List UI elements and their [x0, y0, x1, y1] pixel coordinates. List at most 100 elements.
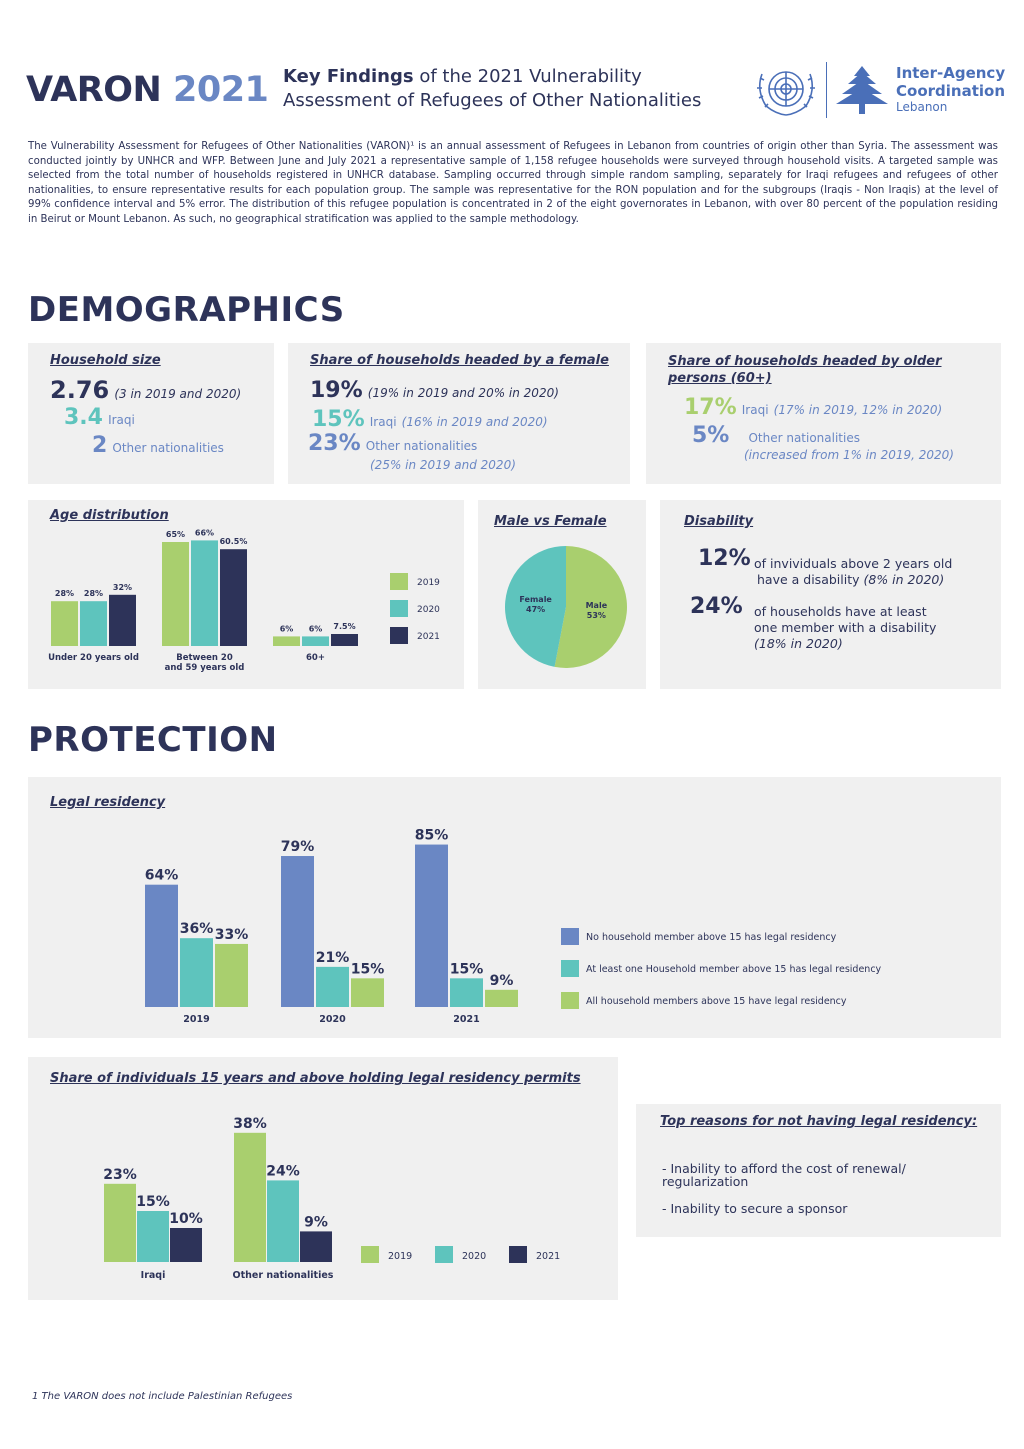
disability-households-value: 24% — [690, 594, 743, 619]
legend-label-age-1: 2020 — [417, 605, 440, 615]
female-headed-title: Share of households headed by a female — [310, 353, 609, 368]
bar-individuals-0-1 — [137, 1211, 169, 1262]
top-reasons-panel: Top reasons for not having legal residen… — [636, 1104, 1001, 1237]
household-size-panel: Household size 2.76 (3 in 2019 and 2020)… — [28, 343, 274, 484]
legend-swatch-legal-0 — [561, 928, 579, 945]
female-headed-other: 23% — [308, 431, 361, 456]
household-size-total-note: (3 in 2019 and 2020) — [114, 387, 242, 401]
data-label-age-0-2: 32% — [113, 583, 132, 592]
female-headed-total-note: (19% in 2019 and 20% in 2020) — [367, 386, 559, 400]
older-headed-other-note: (increased from 1% in 2019, 2020) — [744, 448, 954, 462]
data-label-individuals-0-0: 23% — [103, 1167, 137, 1183]
share-individuals-title: Share of individuals 15 years and above … — [50, 1071, 581, 1086]
legend-swatch-legal-1 — [561, 960, 579, 977]
female-headed-iraqi-label: Iraqi — [369, 415, 397, 429]
legend-label-legal-1: At least one Household member above 15 h… — [586, 964, 882, 975]
female-headed-total: 19% — [310, 378, 363, 403]
bar-legal-0-1 — [180, 938, 213, 1007]
household-size-title: Household size — [50, 353, 161, 368]
bar-legal-1-0 — [281, 856, 314, 1007]
cedar-icon — [834, 64, 890, 116]
bar-age-2-0 — [273, 636, 300, 646]
disability-households-note: (18% in 2020) — [754, 636, 843, 651]
disability-panel: Disability 12% of invividuals above 2 ye… — [660, 500, 1001, 689]
household-size-iraqi: 3.4 — [64, 405, 103, 430]
category-label-individuals-0: Iraqi — [141, 1270, 166, 1281]
household-size-total: 2.76 — [50, 376, 110, 404]
legend-swatch-age-0 — [390, 573, 408, 590]
footnote: 1 The VARON does not include Palestinian… — [32, 1391, 293, 1402]
older-headed-iraqi-note: (17% in 2019, 12% in 2020) — [773, 403, 943, 417]
header-divider — [826, 62, 827, 118]
legend-swatch-ind-0 — [361, 1246, 379, 1263]
age-distribution-title: Age distribution — [50, 508, 169, 523]
share-individuals-panel: Share of individuals 15 years and above … — [28, 1057, 618, 1300]
pie-slice-male — [554, 546, 627, 668]
legend-label-legal-2: All household members above 15 have lega… — [586, 996, 847, 1007]
brand-title: VARON 2021 — [26, 70, 269, 110]
legend-swatch-age-1 — [390, 600, 408, 617]
bar-age-0-1 — [80, 601, 107, 646]
data-label-age-0-0: 28% — [55, 589, 74, 598]
bar-individuals-1-1 — [267, 1180, 299, 1262]
female-headed-other-label: Other nationalities — [365, 439, 478, 453]
bar-individuals-1-0 — [234, 1132, 266, 1262]
category-label-legal-0: 2019 — [183, 1014, 209, 1025]
female-headed-panel: Share of households headed by a female 1… — [288, 343, 630, 484]
data-label-age-2-0: 6% — [280, 624, 294, 633]
older-headed-title-1: Share of households headed by older — [668, 354, 942, 369]
section-title-demographics: DEMOGRAPHICS — [28, 290, 345, 330]
bar-individuals-1-2 — [300, 1231, 332, 1262]
bar-legal-1-2 — [351, 978, 384, 1007]
legend-swatch-ind-2 — [509, 1246, 527, 1263]
data-label-individuals-0-1: 15% — [136, 1194, 170, 1210]
bar-age-1-2 — [220, 549, 247, 646]
intro-paragraph: The Vulnerability Assessment for Refugee… — [28, 141, 998, 225]
male-female-panel: Male vs Female Male 53% Female 47% — [478, 500, 646, 689]
bar-age-2-1 — [302, 636, 329, 646]
data-label-legal-1-2: 15% — [351, 961, 385, 977]
age-distribution-panel: Age distribution 28% 28% 32% Under 20 years… — [28, 500, 464, 689]
pie-slice-female — [505, 546, 566, 667]
legend-swatch-legal-2 — [561, 992, 579, 1009]
male-female-title: Male vs Female — [494, 514, 607, 529]
data-label-age-1-0: 65% — [166, 530, 185, 539]
iac-line3: Lebanon — [896, 100, 948, 114]
pie-value-female: 47% — [526, 605, 545, 614]
bar-individuals-0-0 — [104, 1183, 136, 1262]
header-title-line1: of the 2021 Vulnerability — [413, 66, 642, 87]
bar-legal-0-2 — [215, 943, 248, 1007]
legal-residency-panel: Legal residency 64% 36% 33% 2019 79% 21% 15% 20… — [28, 777, 1001, 1038]
disability-households-text2: one member with a disability — [754, 620, 937, 635]
bar-legal-2-2 — [485, 989, 518, 1007]
data-label-legal-0-2: 33% — [215, 927, 249, 943]
bar-legal-2-0 — [415, 844, 448, 1007]
legend-swatch-age-2 — [390, 627, 408, 644]
legend-label-legal-0: No household member above 15 has legal r… — [586, 932, 837, 943]
section-title-protection: PROTECTION — [28, 720, 278, 760]
top-reasons-item-1: - Inability to afford the cost of renewa… — [662, 1161, 906, 1189]
bar-legal-2-1 — [450, 978, 483, 1007]
household-size-other: 2 — [92, 433, 108, 458]
female-headed-iraqi: 15% — [312, 407, 365, 432]
legend-label-ind-2: 2021 — [536, 1251, 560, 1262]
bar-age-0-2 — [109, 594, 136, 646]
brand-varon: VARON — [26, 70, 162, 110]
age-distribution-chart: 28% 28% 32% Under 20 years old 65% 66% 60.5% Be… — [48, 528, 440, 673]
disability-individuals-value: 12% — [698, 546, 751, 571]
disability-households-text1: of households have at least — [754, 604, 927, 619]
iac-logo-text: Inter-Agency Coordination Lebanon — [896, 64, 1005, 114]
iac-line2: Coordination — [896, 82, 1005, 100]
legend-label-ind-1: 2020 — [462, 1251, 486, 1262]
header-subtitle: Key Findings of the 2021 Vulnerability A… — [283, 65, 701, 113]
category-label-age-2: 60+ — [306, 653, 325, 663]
legal-residency-chart: 64%36% 33%201979%21%15%202085%15%9%2021No… — [145, 828, 882, 1025]
header-key-findings: Key Findings — [283, 66, 414, 87]
older-headed-iraqi-label: Iraqi — [741, 403, 769, 417]
disability-title: Disability — [684, 514, 754, 529]
bar-age-0-0 — [51, 601, 78, 646]
data-label-individuals-1-1: 24% — [266, 1163, 300, 1179]
share-individuals-chart: 23% 15%10% Iraqi 38% 24% 9% Other nationalitie… — [103, 1116, 560, 1281]
category-label-age-1-1: and 59 years old — [165, 663, 245, 673]
data-label-individuals-1-2: 9% — [304, 1214, 328, 1230]
